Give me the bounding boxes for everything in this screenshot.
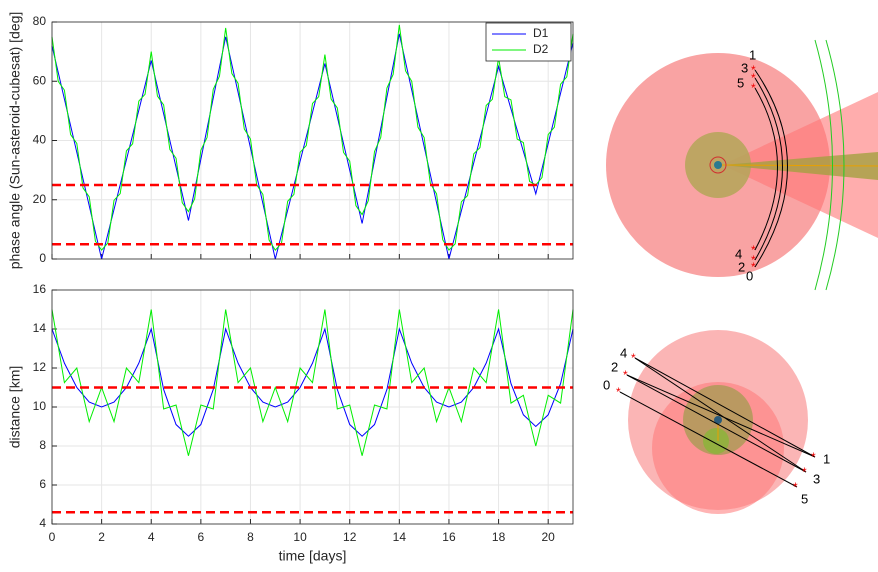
svg-text:*: * — [751, 253, 756, 267]
svg-text:*: * — [751, 243, 756, 257]
y-tick-label: 20 — [33, 192, 47, 206]
y-tick-label: 14 — [33, 321, 47, 335]
x-tick-label: 20 — [542, 530, 556, 544]
axes-frame — [51, 21, 574, 260]
data-line — [51, 327, 574, 437]
stars: *** *** — [616, 351, 816, 494]
geometry-diagram-bottom: *** *** 4 2 0 1 3 5 — [603, 330, 830, 514]
legend-box — [485, 22, 572, 62]
y-tick-label: 12 — [33, 360, 47, 374]
axes-frame — [51, 289, 574, 525]
trajectory — [754, 87, 778, 251]
axis-line — [721, 164, 878, 167]
data-line — [51, 309, 574, 456]
svg-text:*: * — [751, 63, 756, 77]
trajectory — [754, 77, 783, 261]
green-region — [703, 428, 729, 454]
trajectory — [619, 391, 798, 488]
y-axis-label: distance [km] — [7, 366, 23, 448]
y-tick-label: 60 — [33, 73, 47, 87]
y-tick-label: 8 — [39, 438, 46, 452]
y-tick-label: 6 — [39, 477, 46, 491]
y-tick-label: 16 — [33, 282, 47, 296]
x-tick-label: 18 — [492, 530, 506, 544]
x-tick-label: 12 — [343, 530, 357, 544]
point-label: 1 — [823, 451, 830, 466]
point-label: 2 — [611, 359, 618, 374]
y-axis-label: phase angle (Sun-asteroid-cubesat) [deg] — [7, 12, 23, 270]
svg-text:*: * — [793, 480, 798, 494]
trajectory — [626, 374, 807, 473]
geometry-diagram-top: *** *** 1 3 5 4 2 0 — [606, 39, 878, 291]
arc — [814, 39, 833, 291]
x-tick-label: 8 — [247, 530, 254, 544]
x-tick-label: 4 — [148, 530, 155, 544]
point-label: 1 — [749, 47, 756, 62]
x-tick-label: 14 — [393, 530, 407, 544]
x-axis-label: time [days] — [279, 548, 347, 564]
point-label: 3 — [813, 471, 820, 486]
svg-text:*: * — [631, 351, 636, 365]
x-tick-label: 2 — [98, 530, 105, 544]
svg-text:*: * — [751, 260, 756, 274]
y-tick-label: 40 — [33, 133, 47, 147]
x-tick-label: 10 — [293, 530, 307, 544]
y-tick-label: 0 — [39, 251, 46, 265]
legend-label: D2 — [533, 42, 549, 56]
point-label: 5 — [737, 75, 744, 90]
trajectory — [634, 357, 816, 458]
svg-text:*: * — [623, 368, 628, 382]
trajectory — [754, 69, 788, 268]
asteroid — [714, 416, 722, 424]
svg-text:*: * — [751, 71, 756, 85]
asteroid — [714, 161, 722, 169]
legend-label: D1 — [533, 26, 549, 40]
data-line — [51, 33, 574, 260]
y-tick-label: 80 — [33, 14, 47, 28]
inner-ring — [709, 156, 727, 174]
x-tick-label: 16 — [442, 530, 456, 544]
arc — [825, 39, 845, 291]
trajectory — [634, 357, 807, 473]
svg-text:*: * — [802, 465, 807, 479]
svg-text:*: * — [751, 81, 756, 95]
stars: *** *** — [751, 63, 756, 274]
point-label: 2 — [738, 259, 745, 274]
point-label: 0 — [746, 268, 753, 283]
x-tick-label: 6 — [198, 530, 205, 544]
point-label: 3 — [741, 60, 748, 75]
svg-text:*: * — [811, 450, 816, 464]
data-line — [51, 24, 574, 251]
trajectory — [626, 374, 816, 458]
point-label: 4 — [620, 345, 627, 360]
svg-text:*: * — [616, 385, 621, 399]
x-tick-label: 0 — [49, 530, 56, 544]
y-tick-label: 4 — [39, 516, 46, 530]
y-tick-label: 10 — [33, 399, 47, 413]
point-label: 4 — [735, 246, 742, 261]
point-label: 0 — [603, 377, 610, 392]
point-label: 5 — [801, 491, 808, 506]
